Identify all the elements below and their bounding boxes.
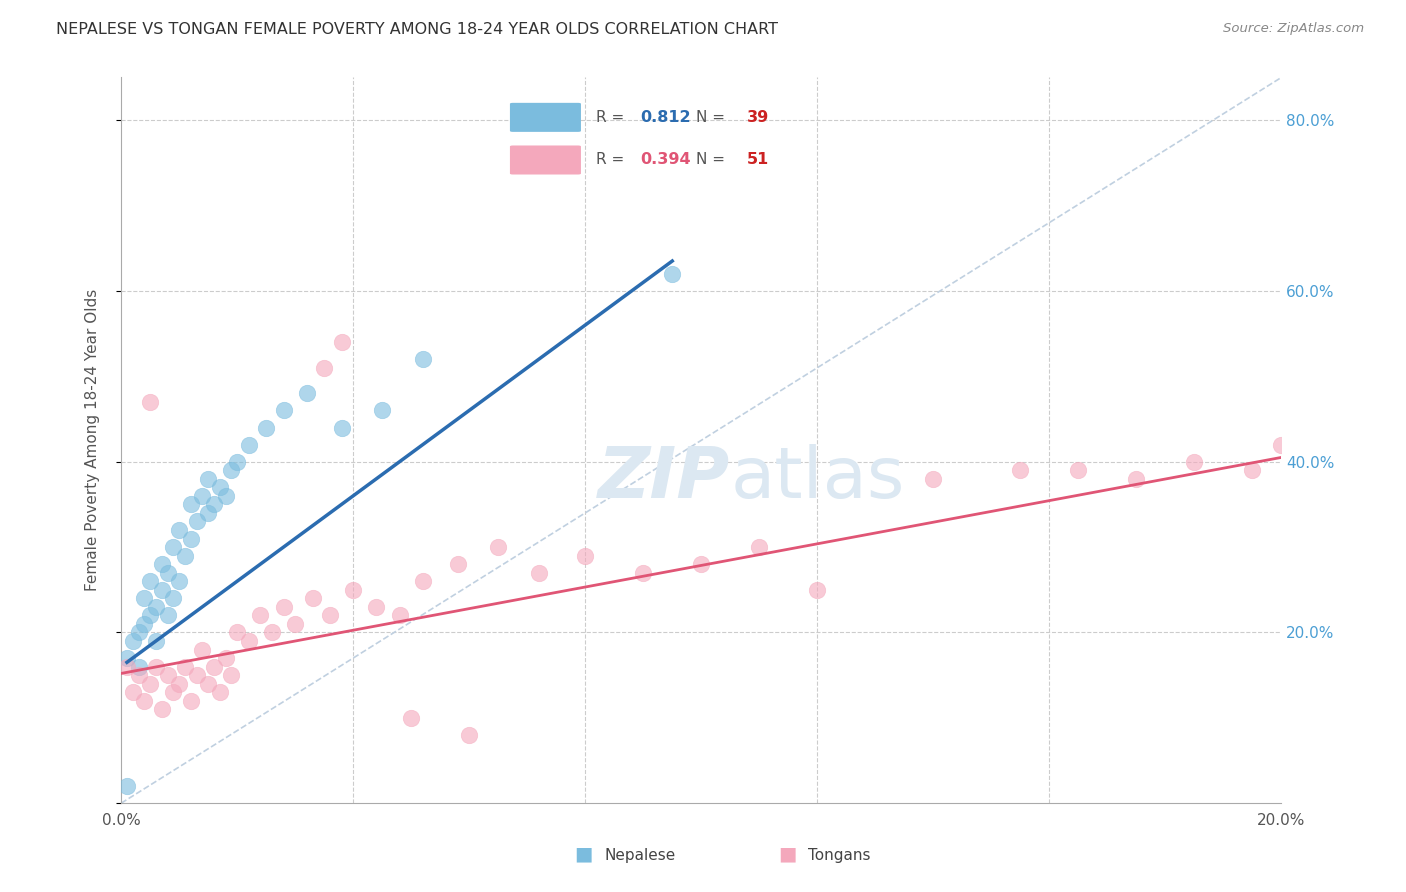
Point bbox=[162, 685, 184, 699]
Point bbox=[145, 634, 167, 648]
Point bbox=[145, 659, 167, 673]
Point bbox=[150, 582, 173, 597]
Point bbox=[399, 711, 422, 725]
Point bbox=[284, 616, 307, 631]
Point bbox=[202, 659, 225, 673]
Point bbox=[191, 489, 214, 503]
Point bbox=[254, 420, 277, 434]
Text: Nepalese: Nepalese bbox=[605, 848, 676, 863]
Text: NEPALESE VS TONGAN FEMALE POVERTY AMONG 18-24 YEAR OLDS CORRELATION CHART: NEPALESE VS TONGAN FEMALE POVERTY AMONG … bbox=[56, 22, 779, 37]
Point bbox=[186, 515, 208, 529]
Point bbox=[661, 267, 683, 281]
Text: Tongans: Tongans bbox=[808, 848, 870, 863]
Point bbox=[115, 651, 138, 665]
Point bbox=[806, 582, 828, 597]
Point bbox=[197, 472, 219, 486]
Point bbox=[221, 668, 243, 682]
Point bbox=[214, 651, 236, 665]
Text: ■: ■ bbox=[778, 845, 797, 863]
Point bbox=[150, 702, 173, 716]
Point bbox=[1067, 463, 1090, 477]
Point bbox=[446, 557, 468, 571]
Point bbox=[156, 566, 179, 580]
Point bbox=[527, 566, 550, 580]
Point bbox=[412, 574, 434, 589]
Point bbox=[115, 659, 138, 673]
Point bbox=[128, 659, 150, 673]
Point bbox=[180, 532, 202, 546]
Point bbox=[388, 608, 411, 623]
Point bbox=[260, 625, 283, 640]
Point bbox=[180, 497, 202, 511]
Point bbox=[574, 549, 596, 563]
Point bbox=[139, 574, 162, 589]
Point bbox=[486, 540, 509, 554]
Point bbox=[156, 668, 179, 682]
Point bbox=[202, 497, 225, 511]
Y-axis label: Female Poverty Among 18-24 Year Olds: Female Poverty Among 18-24 Year Olds bbox=[86, 289, 100, 591]
Text: Source: ZipAtlas.com: Source: ZipAtlas.com bbox=[1223, 22, 1364, 36]
Point bbox=[121, 685, 143, 699]
Point bbox=[273, 599, 295, 614]
Point bbox=[366, 599, 388, 614]
Point bbox=[162, 591, 184, 606]
Point bbox=[330, 420, 353, 434]
Point bbox=[174, 549, 197, 563]
Point bbox=[139, 676, 162, 690]
Point bbox=[1270, 437, 1292, 451]
Point bbox=[690, 557, 713, 571]
Text: atlas: atlas bbox=[730, 444, 904, 513]
Point bbox=[221, 463, 243, 477]
Point bbox=[249, 608, 271, 623]
Point bbox=[208, 685, 231, 699]
Point bbox=[156, 608, 179, 623]
Point bbox=[1010, 463, 1032, 477]
Point bbox=[226, 455, 249, 469]
Point bbox=[145, 599, 167, 614]
Point bbox=[214, 489, 236, 503]
Point bbox=[238, 437, 260, 451]
Point bbox=[128, 625, 150, 640]
Point bbox=[319, 608, 342, 623]
Point bbox=[139, 395, 162, 409]
Point bbox=[273, 403, 295, 417]
Point bbox=[197, 506, 219, 520]
Point bbox=[458, 728, 481, 742]
Point bbox=[301, 591, 323, 606]
Point bbox=[208, 480, 231, 494]
Point bbox=[162, 540, 184, 554]
Point bbox=[295, 386, 318, 401]
Point bbox=[371, 403, 394, 417]
Point bbox=[633, 566, 655, 580]
Point bbox=[167, 523, 190, 537]
Point bbox=[1241, 463, 1264, 477]
Point bbox=[1125, 472, 1147, 486]
Point bbox=[121, 634, 143, 648]
Point bbox=[186, 668, 208, 682]
Point bbox=[314, 360, 336, 375]
Point bbox=[197, 676, 219, 690]
Point bbox=[748, 540, 770, 554]
Point bbox=[134, 591, 156, 606]
Point bbox=[238, 634, 260, 648]
Point bbox=[922, 472, 945, 486]
Point bbox=[134, 616, 156, 631]
Point bbox=[226, 625, 249, 640]
Point bbox=[134, 694, 156, 708]
Point bbox=[167, 574, 190, 589]
Point bbox=[174, 659, 197, 673]
Point bbox=[330, 335, 353, 350]
Point bbox=[191, 642, 214, 657]
Point bbox=[167, 676, 190, 690]
Text: ZIP: ZIP bbox=[598, 444, 730, 513]
Point bbox=[115, 779, 138, 793]
Point bbox=[128, 668, 150, 682]
Point bbox=[342, 582, 364, 597]
Text: ■: ■ bbox=[574, 845, 593, 863]
Point bbox=[180, 694, 202, 708]
Point bbox=[1182, 455, 1205, 469]
Point bbox=[412, 352, 434, 367]
Point bbox=[139, 608, 162, 623]
Point bbox=[150, 557, 173, 571]
